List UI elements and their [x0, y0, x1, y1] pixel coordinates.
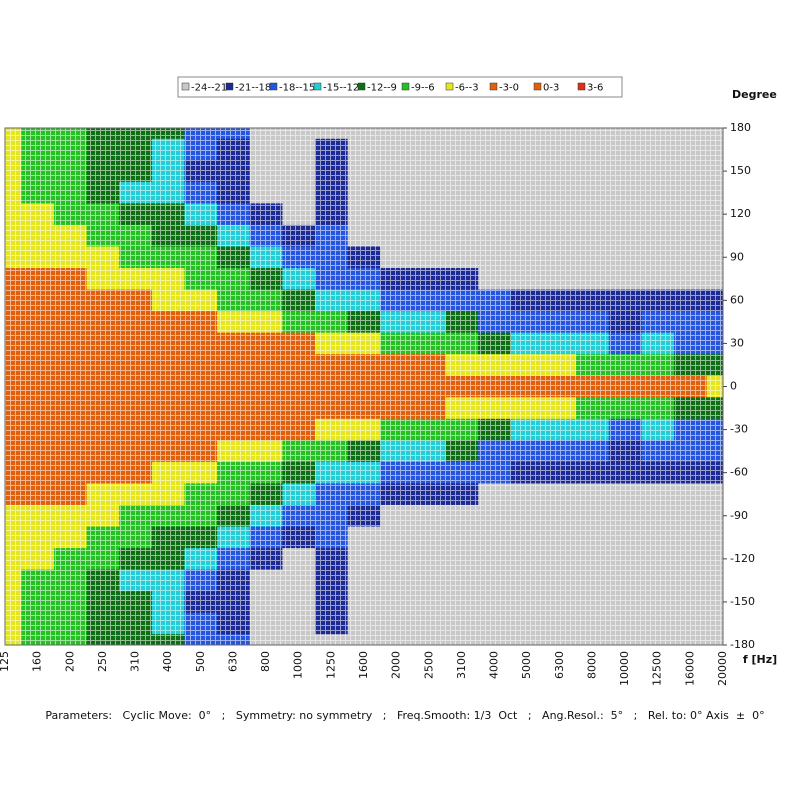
y-tick-label: 0 — [730, 380, 737, 393]
x-tick-label: 8000 — [585, 651, 598, 679]
x-tick-label: 6300 — [553, 651, 566, 679]
y-tick-label: -60 — [730, 466, 748, 479]
y-tick-label: -30 — [730, 423, 748, 436]
x-tick-label: 200 — [63, 651, 76, 672]
legend-swatch — [313, 82, 322, 91]
legend-swatch — [445, 82, 454, 91]
legend-label: -9--6 — [411, 83, 435, 94]
x-tick-label: 16000 — [683, 651, 696, 686]
x-tick-label: 125 — [0, 651, 11, 672]
x-tick-label: 3100 — [455, 651, 468, 679]
x-tick-label: 500 — [194, 651, 207, 672]
x-tick-label: 800 — [259, 651, 272, 672]
legend-label: -21--18 — [235, 83, 271, 94]
legend-swatch — [357, 82, 366, 91]
legend-label: 0-3 — [543, 83, 559, 94]
y-tick-label: -150 — [730, 595, 755, 608]
x-tick-label: 5000 — [520, 651, 533, 679]
footer: Parameters: Cyclic Move: 0° ; Symmetry: … — [45, 709, 764, 722]
legend-box — [177, 76, 623, 98]
x-tick-label: 160 — [31, 651, 44, 672]
x-tick-label: 2000 — [390, 651, 403, 679]
y-tick-label: 30 — [730, 336, 744, 349]
x-tick-label: 20000 — [716, 651, 729, 686]
legend-swatch — [489, 82, 498, 91]
y-tick-label: -120 — [730, 552, 755, 565]
x-tick-label: 630 — [226, 651, 239, 672]
x-tick-label: 310 — [129, 651, 142, 672]
legend-swatch — [577, 82, 586, 91]
x-axis-label: f [Hz] — [743, 653, 777, 666]
legend-label: -15--12 — [323, 83, 359, 94]
legend-swatch — [401, 82, 410, 91]
y-tick-label: 180 — [730, 121, 751, 134]
legend-label: -3-0 — [499, 83, 519, 94]
x-tick-label: 1250 — [324, 651, 337, 679]
hatch-overlay — [5, 128, 723, 645]
legend-label: -12--9 — [367, 83, 397, 94]
x-tick-label: 10000 — [618, 651, 631, 686]
y-tick-label: 90 — [730, 250, 744, 263]
x-tick-label: 12500 — [651, 651, 664, 686]
legend-label: -6--3 — [455, 83, 479, 94]
legend-swatch — [225, 82, 234, 91]
legend-swatch — [533, 82, 542, 91]
legend-label: 3-6 — [587, 83, 603, 94]
y-tick-label: -180 — [730, 638, 755, 651]
x-tick-label: 2500 — [422, 651, 435, 679]
y-tick-label: 150 — [730, 164, 751, 177]
legend-swatch — [269, 82, 278, 91]
y-tick-label: 60 — [730, 293, 744, 306]
legend-label: -24--21 — [191, 83, 227, 94]
y-tick-label: -90 — [730, 509, 748, 522]
x-tick-label: 1000 — [292, 651, 305, 679]
y-axis-label: Degree — [732, 88, 777, 101]
x-tick-label: 400 — [161, 651, 174, 672]
x-tick-label: 1600 — [357, 651, 370, 679]
legend-label: -18--15 — [279, 83, 315, 94]
y-tick-label: 120 — [730, 207, 751, 220]
legend-swatch — [181, 82, 190, 91]
x-tick-label: 4000 — [488, 651, 501, 679]
x-tick-label: 250 — [96, 651, 109, 672]
